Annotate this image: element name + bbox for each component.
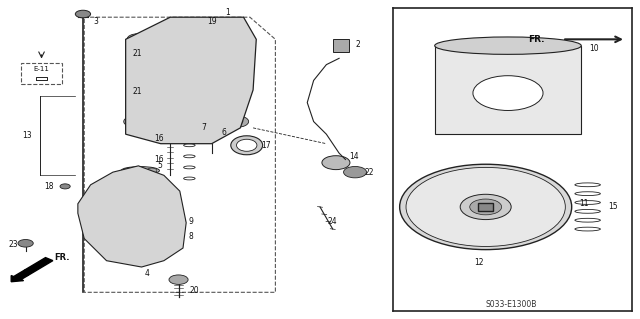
Text: 21: 21 xyxy=(132,87,142,96)
Text: 6: 6 xyxy=(222,128,227,137)
Text: 23: 23 xyxy=(8,241,18,249)
Text: 5: 5 xyxy=(157,161,162,170)
Circle shape xyxy=(226,116,248,127)
Circle shape xyxy=(169,275,188,285)
Text: 16: 16 xyxy=(155,155,164,164)
Text: FR.: FR. xyxy=(529,35,545,44)
Bar xyxy=(435,46,581,134)
Text: 16: 16 xyxy=(155,134,164,144)
Circle shape xyxy=(161,65,225,96)
Text: S033-E1300B: S033-E1300B xyxy=(486,300,537,309)
Text: 11: 11 xyxy=(580,199,589,208)
Circle shape xyxy=(232,33,255,45)
Text: 17: 17 xyxy=(261,141,271,150)
Circle shape xyxy=(238,36,249,42)
Text: 7: 7 xyxy=(202,123,207,132)
Bar xyxy=(478,203,493,211)
Text: 9: 9 xyxy=(189,217,194,226)
Circle shape xyxy=(322,156,350,170)
Circle shape xyxy=(399,164,572,250)
Circle shape xyxy=(18,240,33,247)
Text: FR.: FR. xyxy=(54,253,70,262)
Text: 1: 1 xyxy=(225,8,230,17)
Circle shape xyxy=(127,33,150,45)
Text: 19: 19 xyxy=(207,18,216,26)
Circle shape xyxy=(148,58,237,103)
Ellipse shape xyxy=(237,139,257,151)
Text: 13: 13 xyxy=(22,131,32,140)
Circle shape xyxy=(406,167,565,247)
Circle shape xyxy=(140,93,156,100)
Circle shape xyxy=(147,168,157,173)
Circle shape xyxy=(135,168,145,173)
FancyArrow shape xyxy=(12,257,53,282)
Circle shape xyxy=(60,184,70,189)
Text: 3: 3 xyxy=(93,18,98,26)
Text: 18: 18 xyxy=(44,182,54,191)
Text: 22: 22 xyxy=(365,168,374,177)
Polygon shape xyxy=(125,17,256,144)
Circle shape xyxy=(232,119,243,124)
Text: 10: 10 xyxy=(589,44,599,53)
Circle shape xyxy=(470,199,502,215)
Text: 20: 20 xyxy=(189,286,198,295)
FancyBboxPatch shape xyxy=(20,63,62,84)
Circle shape xyxy=(140,55,156,62)
Text: E-11: E-11 xyxy=(33,66,49,72)
Text: 8: 8 xyxy=(189,233,194,241)
Circle shape xyxy=(168,217,186,226)
Text: 2: 2 xyxy=(356,40,360,48)
Circle shape xyxy=(460,194,511,219)
Circle shape xyxy=(473,76,543,110)
Circle shape xyxy=(76,10,91,18)
Ellipse shape xyxy=(435,37,581,54)
Polygon shape xyxy=(333,39,349,52)
Text: 21: 21 xyxy=(132,49,142,58)
Ellipse shape xyxy=(121,167,159,174)
Circle shape xyxy=(344,167,367,178)
Text: 14: 14 xyxy=(349,152,358,161)
Text: 15: 15 xyxy=(608,203,618,211)
Circle shape xyxy=(124,116,147,127)
Text: 12: 12 xyxy=(474,258,484,267)
Circle shape xyxy=(177,72,209,88)
Polygon shape xyxy=(78,166,186,267)
Circle shape xyxy=(129,119,141,124)
Ellipse shape xyxy=(231,136,262,155)
Circle shape xyxy=(132,36,144,42)
Text: 24: 24 xyxy=(328,217,337,226)
Text: 4: 4 xyxy=(144,269,149,278)
Circle shape xyxy=(124,168,134,173)
